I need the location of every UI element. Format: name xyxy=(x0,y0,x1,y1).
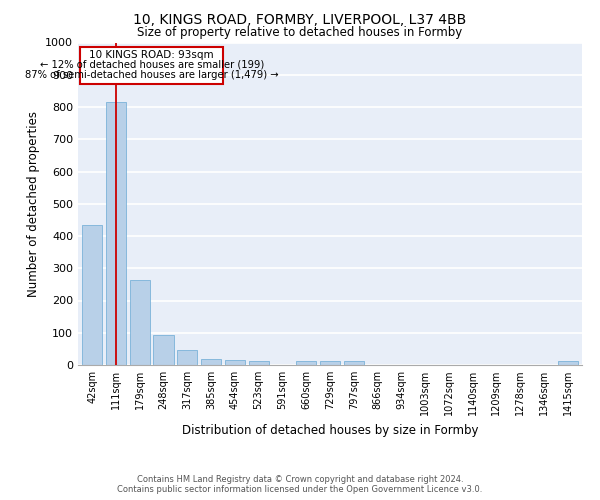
Bar xyxy=(320,361,340,365)
Bar xyxy=(177,350,197,365)
Text: ← 12% of detached houses are smaller (199): ← 12% of detached houses are smaller (19… xyxy=(40,60,264,70)
X-axis label: Distribution of detached houses by size in Formby: Distribution of detached houses by size … xyxy=(182,424,478,436)
Bar xyxy=(225,360,245,365)
Bar xyxy=(154,336,173,365)
Text: 10 KINGS ROAD: 93sqm: 10 KINGS ROAD: 93sqm xyxy=(89,50,214,60)
FancyBboxPatch shape xyxy=(80,48,223,84)
Bar xyxy=(130,280,150,365)
Bar xyxy=(557,361,578,365)
Text: 87% of semi-detached houses are larger (1,479) →: 87% of semi-detached houses are larger (… xyxy=(25,70,278,80)
Bar xyxy=(344,361,364,365)
Bar xyxy=(248,361,269,365)
Bar xyxy=(106,102,126,365)
Bar xyxy=(296,361,316,365)
Bar xyxy=(201,358,221,365)
Text: Contains HM Land Registry data © Crown copyright and database right 2024.
Contai: Contains HM Land Registry data © Crown c… xyxy=(118,474,482,494)
Text: Size of property relative to detached houses in Formby: Size of property relative to detached ho… xyxy=(137,26,463,39)
Text: 10, KINGS ROAD, FORMBY, LIVERPOOL, L37 4BB: 10, KINGS ROAD, FORMBY, LIVERPOOL, L37 4… xyxy=(133,12,467,26)
Y-axis label: Number of detached properties: Number of detached properties xyxy=(26,111,40,296)
Bar xyxy=(82,224,103,365)
